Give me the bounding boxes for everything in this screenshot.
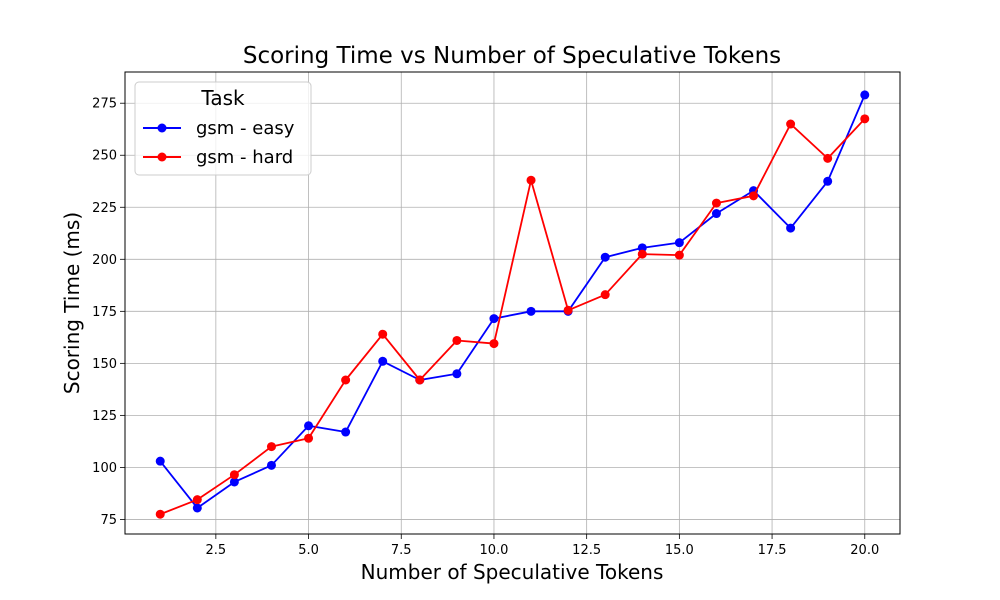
data-point-gsm-hard [749,191,759,201]
legend: Task gsm - easy gsm - hard [134,81,312,176]
data-point-gsm-hard [600,290,610,300]
x-tick-label: 15.0 [665,543,694,558]
y-tick-label: 200 [92,253,117,268]
data-point-gsm-hard [786,119,796,129]
y-tick-label: 75 [100,513,117,528]
x-tick-label: 20.0 [850,543,879,558]
x-axis-label: Number of Speculative Tokens [361,560,664,584]
x-tick-label: 12.5 [572,543,601,558]
legend-marker-gsm-easy [157,123,167,133]
data-point-gsm-easy [489,314,499,324]
y-axis-label: Scoring Time (ms) [60,212,84,394]
x-tick-label: 5.0 [298,543,319,558]
data-point-gsm-hard [563,305,573,315]
legend-box [134,81,312,176]
data-point-gsm-hard [304,433,314,443]
y-axis: 75 100 125 150 175 200 225 250 275 [92,97,125,528]
series-line-gsm-hard [159,118,866,516]
data-point-gsm-hard [489,339,499,349]
data-point-gsm-hard [378,329,388,339]
data-point-gsm-hard [452,335,462,345]
x-axis: 2.5 5.0 7.5 10.0 12.5 15.0 17.5 20.0 [206,534,879,558]
data-point-gsm-hard [192,495,202,505]
y-tick-label: 150 [92,357,117,372]
series-gsm-hard [155,114,870,519]
legend-label-gsm-hard: gsm - hard [196,147,293,168]
y-tick-label: 250 [92,149,117,164]
data-point-gsm-easy [786,223,796,233]
data-point-gsm-hard [415,375,425,385]
legend-label-gsm-easy: gsm - easy [196,118,295,139]
data-point-gsm-hard [823,153,833,163]
data-point-gsm-easy [637,243,647,253]
legend-entry-hard: gsm - hard [143,147,293,168]
data-point-gsm-hard [266,442,276,452]
y-tick-label: 125 [92,409,117,424]
data-point-gsm-hard [674,250,684,260]
y-tick-label: 175 [92,305,117,320]
data-point-gsm-easy [229,477,239,487]
x-tick-label: 17.5 [758,543,787,558]
data-point-gsm-easy [266,460,276,470]
data-point-gsm-easy [341,427,351,437]
series-line-gsm-easy [159,94,866,509]
data-point-gsm-easy [304,421,314,431]
chart-title: Scoring Time vs Number of Speculative To… [243,43,781,69]
legend-marker-gsm-hard [157,152,167,162]
x-tick-label: 7.5 [391,543,412,558]
legend-title: Task [200,86,245,110]
data-point-gsm-easy [674,238,684,248]
data-point-gsm-hard [711,198,721,208]
x-tick-label: 2.5 [206,543,227,558]
series-layer [155,90,870,519]
data-point-gsm-easy [823,176,833,186]
data-point-gsm-easy [600,252,610,262]
x-tick-label: 10.0 [479,543,508,558]
data-point-gsm-easy [860,90,870,100]
data-point-gsm-easy [155,456,165,466]
plot-frame [124,71,901,535]
data-point-gsm-easy [711,209,721,219]
data-point-gsm-easy [452,369,462,379]
data-point-gsm-easy [378,356,388,366]
series-gsm-easy [155,90,870,513]
y-tick-label: 100 [92,461,117,476]
data-point-gsm-hard [229,470,239,480]
data-point-gsm-hard [860,114,870,124]
data-point-gsm-easy [526,306,536,316]
data-point-gsm-hard [526,175,536,185]
data-point-gsm-hard [155,509,165,519]
y-tick-label: 225 [92,201,117,216]
data-point-gsm-easy [192,503,202,513]
y-tick-label: 275 [92,97,117,112]
data-point-gsm-hard [341,375,351,385]
data-point-gsm-hard [637,249,647,259]
legend-entry-easy: gsm - easy [143,118,295,139]
